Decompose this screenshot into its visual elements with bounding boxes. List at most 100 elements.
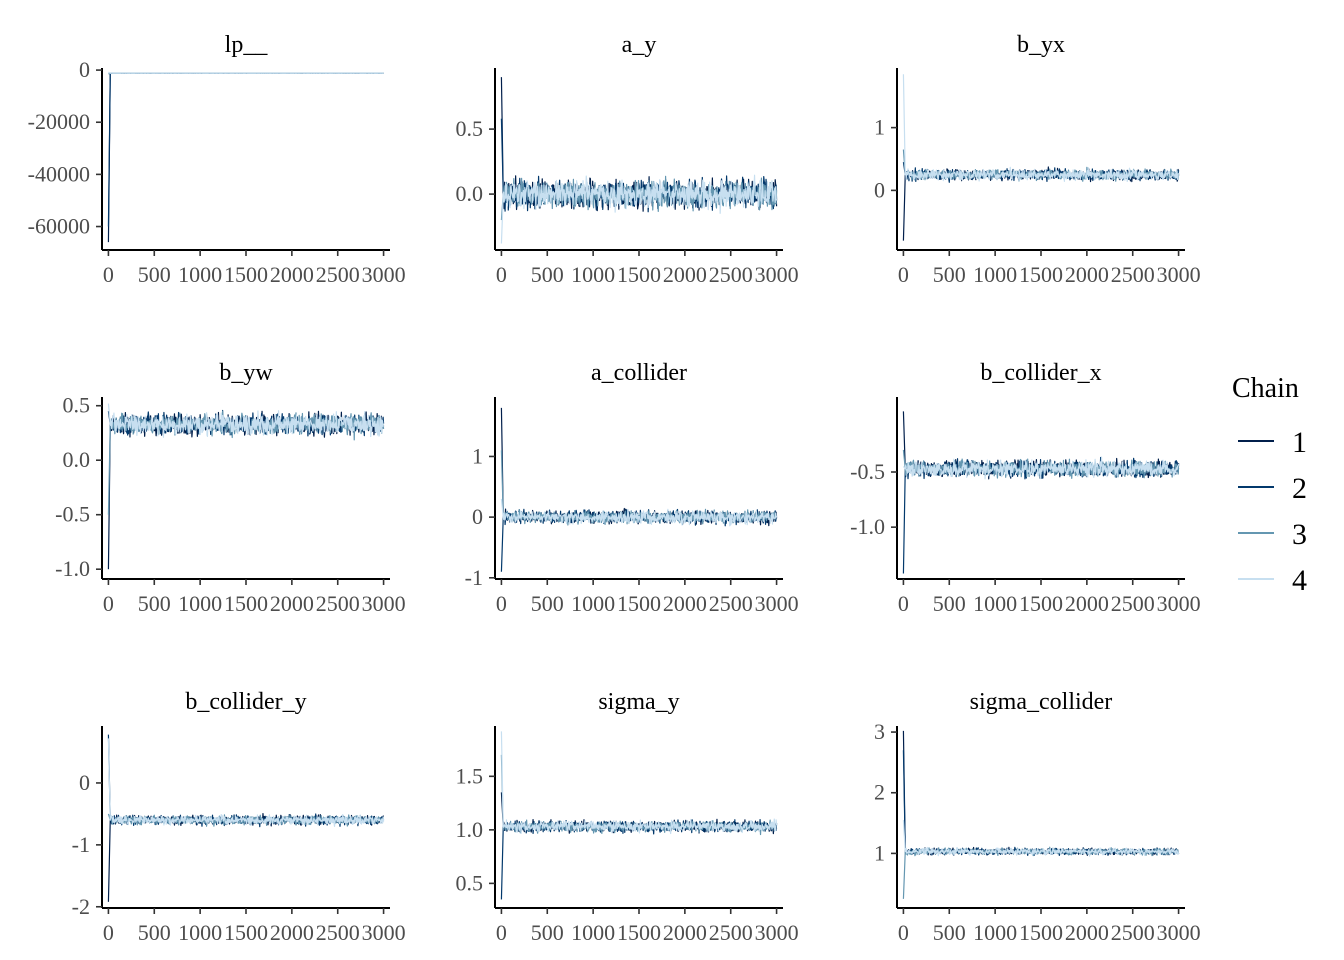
panel-a-collider: a_collider 1 0 -1 0 500 1000 1500 2000 2500 3000	[465, 360, 799, 616]
x-tick-label: 1500	[1019, 591, 1063, 616]
x-tick-label: 2500	[316, 591, 360, 616]
trace-chain-4	[107, 738, 385, 827]
x-tick-label: 2500	[1111, 920, 1155, 945]
panel-title: a_collider	[591, 360, 687, 386]
y-tick-label: 1.0	[456, 817, 484, 842]
x-tick-label: 1000	[178, 920, 222, 945]
trace-chain-4	[108, 71, 384, 74]
x-tick-label: 0	[898, 262, 909, 287]
y-tick-label: -1	[465, 565, 483, 590]
x-tick-label: 2000	[1065, 591, 1109, 616]
x-tick-label: 3000	[362, 591, 406, 616]
y-tick-label: 0.0	[456, 181, 484, 206]
trace-chain-4	[902, 456, 1180, 480]
y-tick-label: 1	[472, 443, 483, 468]
trace-chain-2	[107, 734, 384, 828]
x-tick-label: 1500	[224, 262, 268, 287]
legend-label: 3	[1292, 518, 1307, 551]
x-tick-label: 500	[138, 591, 171, 616]
x-tick-label: 3000	[1157, 591, 1201, 616]
y-tick-label: 0.5	[63, 393, 91, 418]
x-tick-label: 2500	[709, 262, 753, 287]
y-tick-label: -60000	[28, 214, 90, 239]
y-tick-label: 1.5	[456, 763, 484, 788]
trace-chain-2	[902, 750, 1180, 857]
legend-item-chain-2: 2	[1238, 472, 1307, 505]
trace-lines	[107, 71, 384, 243]
x-tick-label: 2000	[663, 591, 707, 616]
x-tick-label: 2000	[1065, 920, 1109, 945]
x-tick-label: 2000	[270, 920, 314, 945]
trace-chain-1	[902, 730, 1180, 856]
x-tick-label: 3000	[755, 920, 799, 945]
y-tick-label: 1	[874, 115, 885, 140]
x-tick-label: 3000	[1157, 262, 1201, 287]
panel-title: lp__	[225, 32, 269, 58]
x-tick-label: 0	[496, 920, 507, 945]
trace-lines	[902, 411, 1180, 574]
trace-lines	[500, 731, 778, 900]
y-tick-label: -1	[72, 832, 90, 857]
x-tick-label: 2500	[1111, 591, 1155, 616]
trace-chain-4	[500, 174, 778, 244]
x-tick-label: 500	[933, 591, 966, 616]
x-tick-label: 1500	[617, 591, 661, 616]
x-tick-label: 3000	[755, 262, 799, 287]
y-tick-label: 1	[874, 840, 885, 865]
x-tick-label: 2000	[1065, 262, 1109, 287]
x-tick-label: 500	[933, 920, 966, 945]
x-tick-label: 1500	[1019, 262, 1063, 287]
x-tick-label: 1000	[571, 591, 615, 616]
x-tick-label: 1000	[973, 262, 1017, 287]
trace-chain-4	[902, 74, 1180, 183]
panel-sigma-collider: sigma_collider 3 2 1 0 500 1000 1500 2000 2500 300…	[874, 689, 1201, 945]
x-tick-label: 0	[496, 591, 507, 616]
x-tick-label: 0	[898, 920, 909, 945]
y-tick-label: 3	[874, 719, 885, 744]
panel-title: sigma_collider	[970, 689, 1113, 715]
x-tick-label: 1000	[178, 591, 222, 616]
x-tick-label: 3000	[1157, 920, 1201, 945]
x-tick-label: 1000	[571, 920, 615, 945]
trace-lines	[500, 77, 778, 244]
x-tick-label: 2500	[1111, 262, 1155, 287]
trace-chain-4	[500, 731, 778, 835]
panel-title: b_yw	[219, 360, 273, 386]
x-tick-label: 500	[531, 920, 564, 945]
panel-title: a_y	[622, 32, 657, 58]
panel-title: b_collider_y	[185, 689, 306, 715]
x-tick-label: 1500	[224, 591, 268, 616]
y-tick-label: -20000	[28, 109, 90, 134]
x-tick-label: 1000	[178, 262, 222, 287]
trace-chain-4	[500, 498, 778, 527]
x-tick-label: 2500	[316, 262, 360, 287]
trace-chain-2	[107, 72, 384, 227]
trace-chain-4	[902, 819, 1180, 857]
x-tick-label: 1500	[224, 920, 268, 945]
x-tick-label: 1000	[973, 920, 1017, 945]
y-tick-label: 0	[79, 57, 90, 82]
x-tick-label: 1500	[617, 920, 661, 945]
y-tick-label: 2	[874, 780, 885, 805]
trace-chain-1	[107, 72, 384, 243]
x-tick-label: 2500	[316, 920, 360, 945]
legend-item-chain-1: 1	[1238, 426, 1307, 459]
panel-b-yx: b_yx 1 0 0 500 1000 1500 2000 2500 3000	[874, 32, 1201, 287]
panel-a-y: a_y 0.5 0.0 0 500 1000 1500 2000 2500 3000	[456, 32, 799, 287]
legend-entries: 1 2 3 4	[1238, 426, 1307, 597]
panel-sigma-y: sigma_y 1.5 1.0 0.5 0 500 1000 1500 2000 2500 3000	[456, 689, 799, 945]
legend-item-chain-4: 4	[1238, 564, 1307, 597]
x-tick-label: 3000	[362, 262, 406, 287]
x-tick-label: 0	[103, 591, 114, 616]
panel-b-collider-y: b_collider_y 0 -1 -2 0 500 1000 1500 2000 2500 300…	[72, 689, 406, 945]
trace-chain-1	[107, 813, 385, 902]
x-tick-label: 0	[103, 262, 114, 287]
x-tick-label: 0	[898, 591, 909, 616]
y-tick-label: 0	[79, 770, 90, 795]
panel-title: sigma_y	[598, 689, 679, 715]
panel-title: b_collider_x	[980, 360, 1101, 386]
y-tick-label: -2	[72, 894, 90, 919]
y-tick-label: -1.0	[55, 556, 90, 581]
